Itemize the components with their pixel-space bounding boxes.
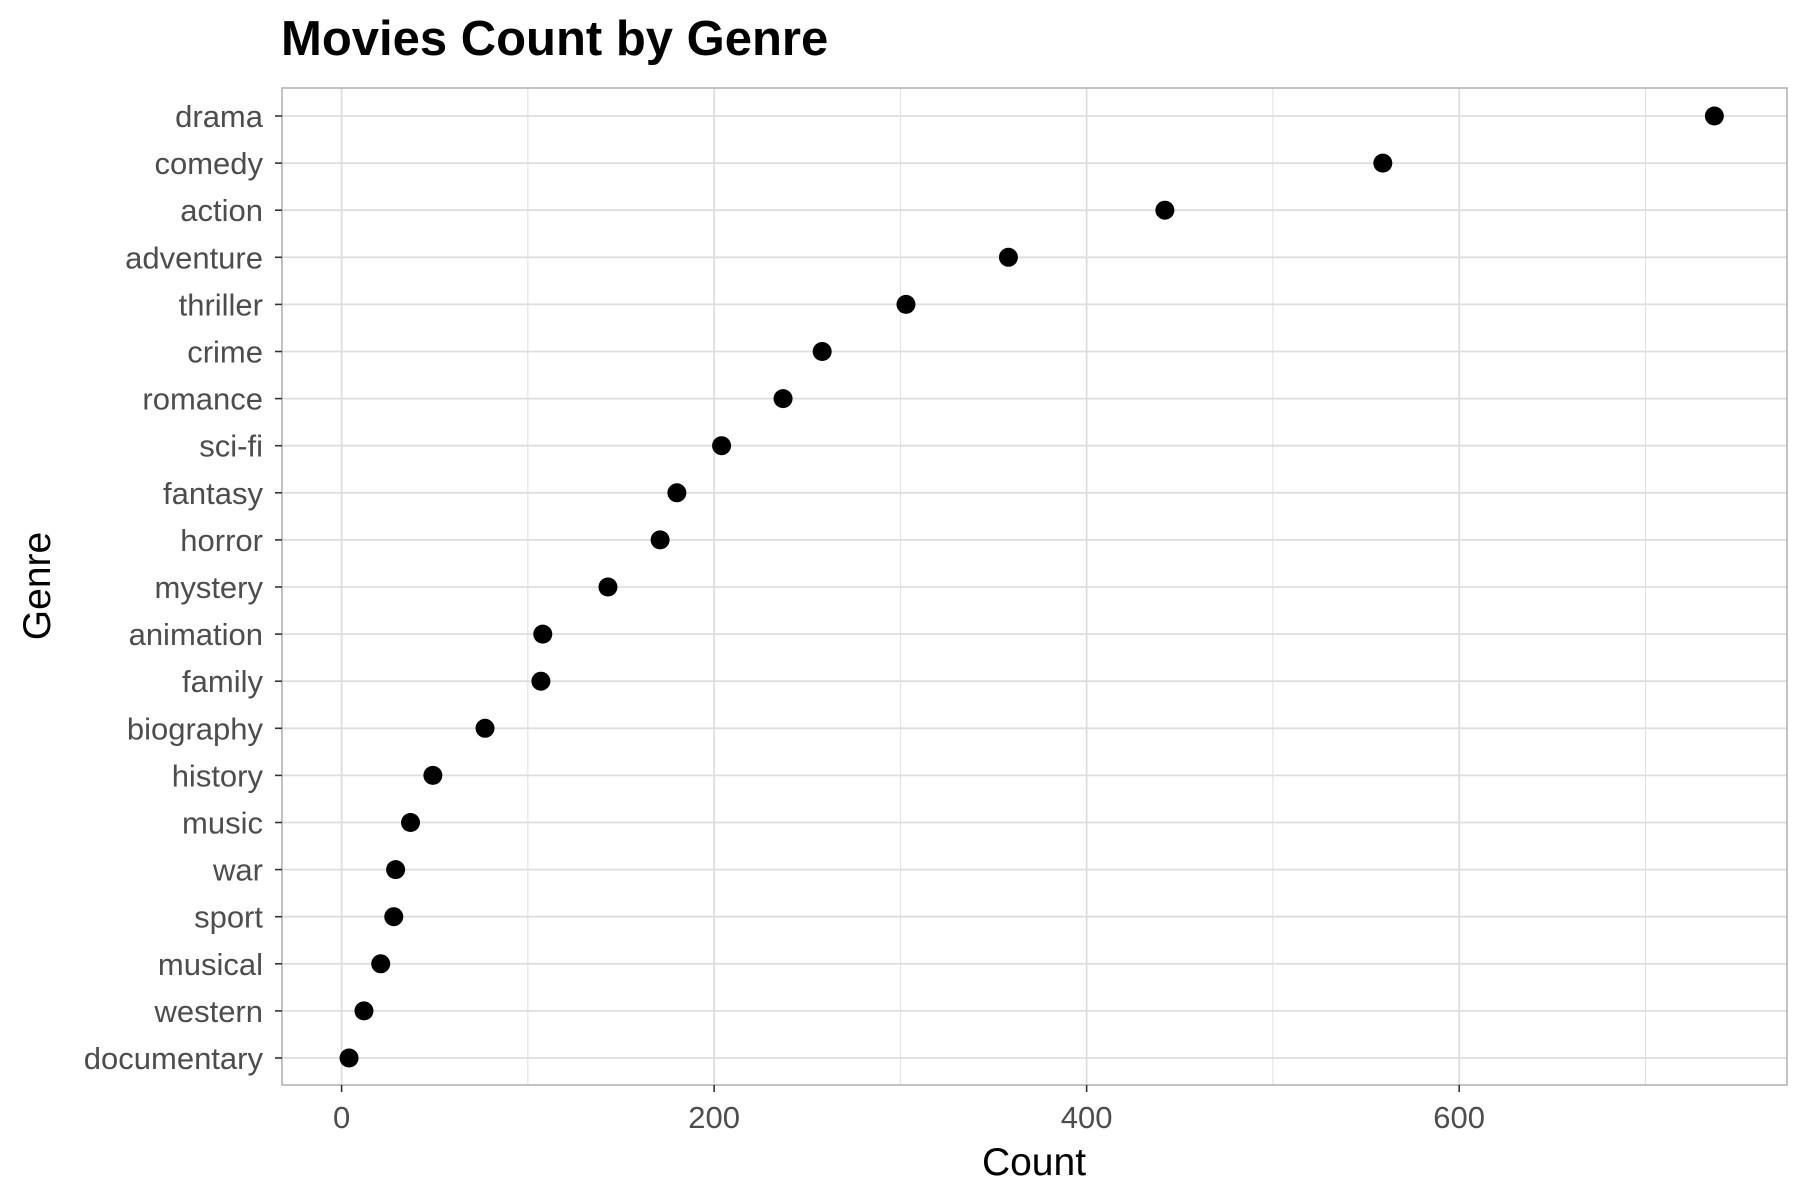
y-tick-label-war: war [212,853,263,888]
data-point-biography [475,718,495,738]
data-point-fantasy [667,483,687,503]
data-point-war [386,860,406,880]
y-tick-label-biography: biography [127,711,264,746]
y-tick-label-animation: animation [129,617,263,652]
data-point-romance [773,389,793,409]
y-tick-label-history: history [172,758,264,793]
data-point-history [423,765,443,785]
y-axis-title: Genre [16,532,59,640]
y-tick-label-fantasy: fantasy [163,476,263,511]
y-tick-label-comedy: comedy [154,146,263,181]
data-point-western [354,1001,374,1021]
data-point-crime [812,342,832,361]
y-tick-label-music: music [182,806,263,841]
data-point-mystery [598,577,618,597]
grid-layer [282,88,1787,1085]
y-tick-label-romance: romance [142,382,263,417]
y-tick-label-musical: musical [158,947,263,982]
data-point-animation [533,624,553,644]
y-tick-labels: drama comedy action adventure thriller crime r… [84,99,282,1076]
x-tick-label: 600 [1433,1100,1485,1135]
data-point-adventure [998,247,1018,267]
y-tick-label-mystery: mystery [155,570,264,605]
points-layer [339,106,1724,1068]
y-tick-label-horror: horror [180,523,263,558]
y-tick-label-thriller: thriller [179,287,263,322]
data-point-drama [1704,106,1724,126]
y-tick-label-adventure: adventure [125,240,263,275]
data-point-thriller [896,294,916,314]
y-tick-label-documentary: documentary [84,1041,264,1076]
x-tick-label: 0 [333,1100,350,1135]
data-point-sport [384,907,404,927]
data-point-action [1155,200,1175,220]
data-point-musical [371,954,391,974]
y-tick-label-western: western [153,994,263,1029]
data-point-family [531,671,551,691]
x-axis-title: Count [982,1141,1086,1184]
data-point-comedy [1373,153,1393,173]
y-tick-label-family: family [182,664,263,699]
data-point-documentary [339,1048,359,1068]
data-point-music [401,813,421,832]
data-point-sci-fi [712,436,732,456]
y-tick-label-action: action [180,193,263,228]
x-tick-labels: 0 200 400 600 [333,1085,1485,1135]
data-point-horror [650,530,670,550]
y-tick-label-drama: drama [175,99,264,134]
x-tick-label: 400 [1061,1100,1113,1135]
y-tick-label-sport: sport [194,900,263,935]
y-tick-label-sci-fi: sci-fi [199,429,263,464]
chart-title: Movies Count by Genre [281,12,828,66]
x-tick-label: 200 [688,1100,740,1135]
y-tick-label-crime: crime [187,335,263,370]
